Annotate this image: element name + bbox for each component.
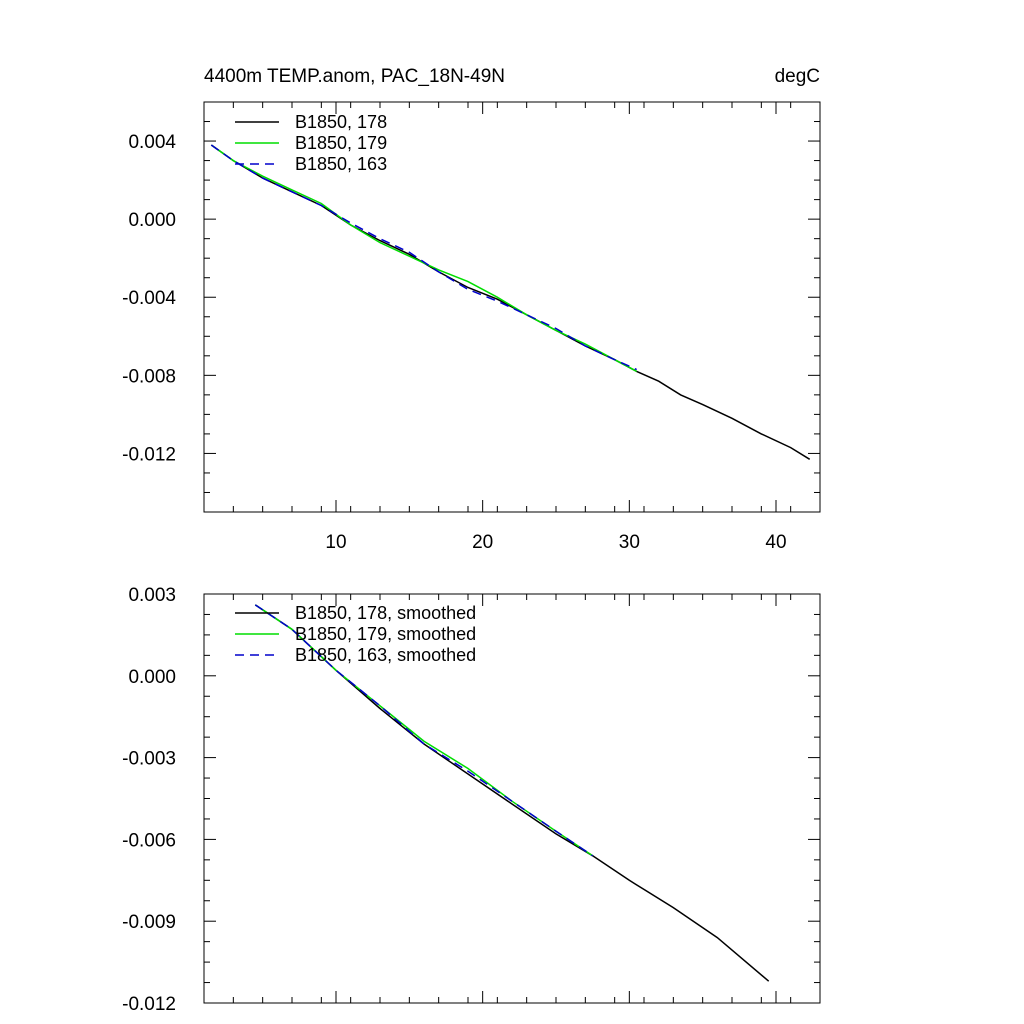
x-tick-label: 20: [472, 532, 493, 553]
chart-title: 4400m TEMP.anom, PAC_18N-49N: [204, 66, 505, 87]
y-tick-label: -0.004: [122, 288, 176, 309]
legend-label: B1850, 179, smoothed: [295, 624, 476, 644]
series-line: [254, 604, 594, 857]
series-line: [210, 144, 811, 460]
x-tick-label: 30: [619, 532, 640, 553]
legend-label: B1850, 163, smoothed: [295, 645, 476, 665]
bottom-panel: 0.003 0.000 -0.003 -0.006 -0.009 -0.012 B1850,…: [122, 585, 821, 1015]
units-label: degC: [775, 66, 820, 87]
y-tick-label: -0.009: [122, 912, 176, 933]
legend-label: B1850, 178: [295, 112, 387, 132]
y-tick-label: 0.000: [128, 667, 176, 688]
y-tick-label: 0.000: [128, 210, 176, 231]
plot-frame: [203, 101, 821, 513]
y-tick-label: 0.003: [128, 585, 176, 606]
series-line: [210, 144, 638, 371]
y-tick-label: 0.004: [128, 132, 176, 153]
y-tick-label: -0.012: [122, 994, 176, 1015]
legend-label: B1850, 179: [295, 133, 387, 153]
series-line: [210, 144, 638, 373]
legend-label: B1850, 163: [295, 154, 387, 174]
y-tick-label: -0.008: [122, 366, 176, 387]
y-tick-label: -0.006: [122, 830, 176, 851]
y-tick-label: -0.012: [122, 444, 176, 465]
x-tick-label: 10: [325, 532, 346, 553]
top-panel: 10 20 30 40 0.004 0.000 -0.004 -0.008 -0.012 B185…: [122, 101, 821, 553]
y-tick-label: -0.003: [122, 749, 176, 770]
x-tick-label: 40: [765, 532, 786, 553]
legend-label: B1850, 178, smoothed: [295, 603, 476, 623]
